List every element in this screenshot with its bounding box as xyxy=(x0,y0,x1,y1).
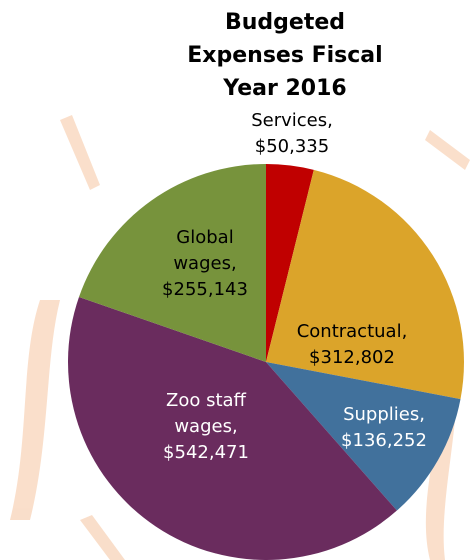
slice-value: $542,471 xyxy=(163,442,249,463)
pie-slice xyxy=(266,164,314,362)
data-label: Contractual, $312,802 xyxy=(277,319,427,371)
pie-slice xyxy=(266,362,461,511)
slice-value: $50,335 xyxy=(254,136,330,157)
pie-slice xyxy=(68,296,397,560)
data-label: Services, $50,335 xyxy=(227,108,357,160)
slice-name: Zoo staff wages, xyxy=(166,390,246,437)
chart-title: Budgeted Expenses Fiscal Year 2016 xyxy=(187,10,383,101)
slice-value: $136,252 xyxy=(341,430,427,451)
pie-slice xyxy=(78,164,266,362)
data-label: Zoo staff wages, $542,471 xyxy=(151,388,261,466)
background-decoration xyxy=(10,115,470,560)
slice-name: Global wages, xyxy=(173,227,237,274)
slice-value: $255,143 xyxy=(162,279,248,300)
slice-name: Contractual, xyxy=(296,321,408,342)
slice-name: Supplies, xyxy=(343,404,425,425)
slice-name: Services, xyxy=(251,110,333,131)
data-label: Global wages, $255,143 xyxy=(160,225,250,303)
pie-slice xyxy=(266,169,465,400)
data-label: Supplies, $136,252 xyxy=(314,402,454,454)
slice-value: $312,802 xyxy=(309,347,395,368)
